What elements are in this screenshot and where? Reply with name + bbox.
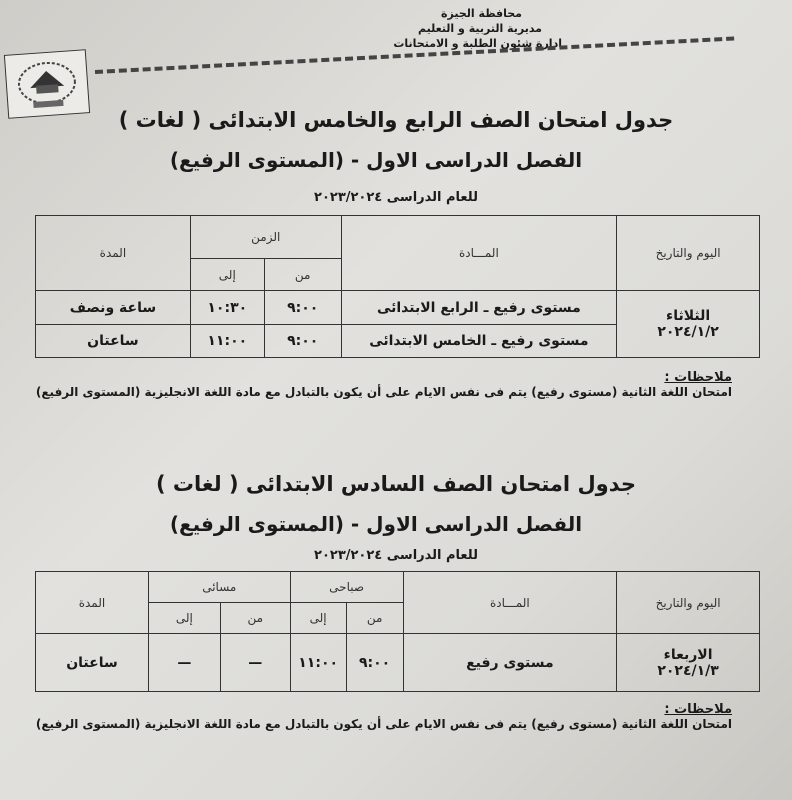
header-day-date: اليوم والتاريخ [616, 215, 760, 291]
header-morning-from: من [345, 602, 404, 634]
subject-cell: مستوى رفيع ـ الخامس الابتدائى [340, 324, 618, 358]
section2-year: للعام الدراسى ٢٠٢٣/٢٠٢٤ [314, 548, 478, 563]
date: ٢٠٢٤/١/٣ [657, 662, 719, 679]
header-line: مديرية التربية و التعليم [418, 22, 542, 35]
section1-subtitle: الفصل الدراسى الاول - (المستوى الرفيع) [169, 148, 583, 172]
duration-cell: ساعتان [35, 324, 191, 358]
day: الثلاثاء [666, 308, 711, 324]
duration-cell: ساعتان [35, 633, 149, 692]
section2-subtitle: الفصل الدراسى الاول - (المستوى الرفيع) [169, 512, 583, 536]
morning-to-cell: ١١:٠٠ [289, 633, 347, 692]
notes-text: امتحان اللغة الثانية (مستوى رفيع) يتم فى… [35, 385, 732, 399]
from-cell: ٩:٠٠ [263, 290, 342, 325]
notes-title: ملاحظات : [664, 702, 732, 717]
header-subject: المـــادة [402, 571, 618, 634]
header-evening-to: إلى [147, 602, 221, 634]
header-morning-to: إلى [289, 602, 347, 634]
header-subject: المـــادة [340, 215, 618, 291]
table-row: مستوى رفيع ـ الخامس الابتدائى ٩:٠٠ ١١:٠٠… [35, 324, 760, 358]
day: الاربعاء [663, 646, 713, 663]
section2-title: جدول امتحان الصف السادس الابتدائى ( لغات… [156, 472, 636, 496]
section1-notes: ملاحظات : امتحان اللغة الثانية (مستوى رف… [36, 370, 732, 399]
section1-title: جدول امتحان الصف الرابع والخامس الابتدائ… [118, 108, 674, 132]
header-morning: صباحى [289, 571, 404, 603]
header-duration: المدة [35, 215, 191, 291]
header-time: الزمن [189, 215, 342, 259]
header-evening-from: من [219, 602, 291, 634]
date: ٢٠٢٤/١/٢ [657, 324, 719, 340]
header-day-date: اليوم والتاريخ [616, 571, 760, 634]
schedule-table-1: اليوم والتاريخ المـــادة الزمن المدة من … [35, 215, 760, 358]
table-row: الاربعاء ٢٠٢٤/١/٣ مستوى رفيع ٩:٠٠ ١١:٠٠ … [35, 633, 760, 692]
header-evening: مسائى [147, 571, 291, 603]
directorate-logo [3, 49, 91, 119]
header-to: إلى [189, 258, 265, 291]
header-duration: المدة [35, 571, 149, 634]
duration-cell: ساعة ونصف [35, 290, 191, 325]
to-cell: ١١:٠٠ [189, 324, 265, 358]
header-line: ادارة شئون الطلبة و الامتحانات [393, 37, 562, 50]
subject-cell: مستوى رفيع ـ الرابع الابتدائى [340, 290, 618, 325]
table-row: الثلاثاء ٢٠٢٤/١/٢ مستوى رفيع ـ الرابع ال… [35, 290, 760, 358]
directorate-header: محافظة الجيزة مديرية التربية و التعليم ا… [393, 6, 562, 51]
section1-year: للعام الدراسى ٢٠٢٣/٢٠٢٤ [314, 190, 478, 205]
subject-cell: مستوى رفيع [402, 633, 618, 692]
header-from: من [263, 258, 342, 291]
header-line: محافظة الجيزة [441, 7, 522, 20]
notes-title: ملاحظات : [664, 370, 732, 385]
evening-from-cell: — [219, 633, 291, 692]
morning-from-cell: ٩:٠٠ [345, 633, 404, 692]
section2-notes: ملاحظات : امتحان اللغة الثانية (مستوى رف… [36, 702, 732, 731]
schedule-table-2: اليوم والتاريخ المـــادة صباحى مسائى الم… [35, 571, 760, 692]
day-date-cell: الثلاثاء ٢٠٢٤/١/٢ [616, 290, 760, 358]
evening-to-cell: — [147, 633, 221, 692]
from-cell: ٩:٠٠ [263, 324, 342, 358]
day-date-cell: الاربعاء ٢٠٢٤/١/٣ [616, 633, 760, 692]
emblem-icon [17, 61, 76, 108]
to-cell: ١٠:٣٠ [189, 290, 265, 325]
notes-text: امتحان اللغة الثانية (مستوى رفيع) يتم فى… [35, 717, 732, 731]
